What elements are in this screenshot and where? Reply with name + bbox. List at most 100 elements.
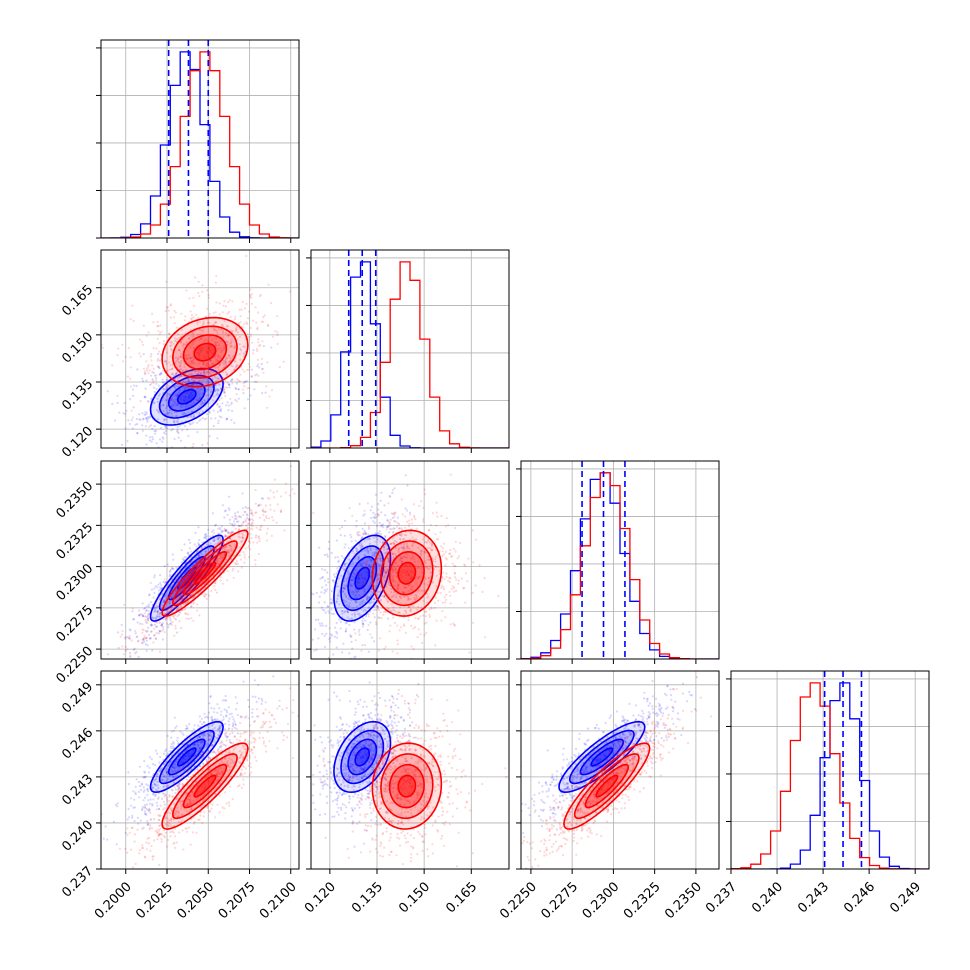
sample-point bbox=[239, 347, 242, 350]
sample-point bbox=[356, 589, 360, 593]
sample-point bbox=[204, 362, 208, 365]
sample-point bbox=[360, 537, 364, 540]
sample-point bbox=[332, 573, 336, 576]
sample-point bbox=[166, 611, 169, 615]
sample-point bbox=[259, 344, 262, 347]
sample-point bbox=[129, 318, 132, 321]
sample-point bbox=[184, 385, 187, 388]
sample-point bbox=[443, 542, 446, 545]
sample-point bbox=[167, 611, 170, 615]
sample-point bbox=[406, 570, 409, 574]
sample-point bbox=[214, 380, 217, 383]
sample-point bbox=[180, 591, 184, 594]
sample-point bbox=[231, 722, 235, 725]
sample-point bbox=[227, 301, 230, 304]
sample-point bbox=[360, 602, 364, 605]
sample-point bbox=[220, 556, 223, 559]
sample-point bbox=[128, 651, 132, 655]
sample-point bbox=[266, 323, 269, 326]
sample-point bbox=[326, 555, 329, 558]
sample-point bbox=[150, 398, 153, 401]
sample-point bbox=[224, 359, 227, 362]
sample-point bbox=[147, 799, 150, 802]
sample-point bbox=[217, 389, 220, 392]
sample-point bbox=[379, 534, 382, 537]
sample-point bbox=[358, 612, 361, 615]
sample-point bbox=[170, 596, 173, 599]
sample-point bbox=[153, 617, 156, 620]
sample-point bbox=[263, 510, 266, 513]
sample-point bbox=[242, 534, 245, 537]
sample-point bbox=[185, 396, 188, 399]
sample-point bbox=[267, 517, 271, 520]
sample-point bbox=[187, 617, 190, 620]
sample-point bbox=[171, 367, 174, 370]
sample-point bbox=[187, 396, 190, 400]
sample-point bbox=[97, 668, 99, 670]
sample-point bbox=[394, 610, 397, 613]
sample-point bbox=[162, 387, 165, 390]
sample-point bbox=[142, 638, 145, 642]
sample-point bbox=[161, 378, 164, 381]
sample-point bbox=[443, 553, 446, 556]
sample-point bbox=[207, 540, 210, 543]
sample-point bbox=[173, 337, 177, 340]
sample-point bbox=[388, 521, 391, 524]
sample-point bbox=[129, 654, 132, 657]
sample-point bbox=[233, 735, 236, 738]
sample-point bbox=[171, 607, 174, 610]
sample-point bbox=[151, 786, 154, 789]
sample-point bbox=[145, 450, 147, 452]
sample-point bbox=[213, 355, 217, 358]
sample-point bbox=[420, 606, 423, 609]
sample-point bbox=[198, 411, 201, 414]
sample-point bbox=[166, 386, 169, 389]
sample-point bbox=[139, 418, 142, 422]
sample-point bbox=[142, 637, 145, 641]
sample-point bbox=[192, 316, 195, 319]
sample-point bbox=[361, 600, 364, 604]
sample-point bbox=[226, 711, 229, 714]
sample-point bbox=[207, 381, 210, 384]
sample-point bbox=[392, 541, 395, 544]
sample-point bbox=[276, 331, 279, 334]
sample-point bbox=[237, 535, 240, 538]
sample-point bbox=[406, 545, 409, 548]
sample-point bbox=[228, 360, 231, 363]
density-fill bbox=[194, 562, 216, 584]
sample-point bbox=[203, 734, 207, 737]
sample-point bbox=[410, 570, 413, 573]
sample-point bbox=[394, 584, 397, 587]
sample-point bbox=[190, 560, 193, 563]
sample-point bbox=[232, 524, 235, 528]
sample-point bbox=[156, 397, 159, 400]
sample-point bbox=[124, 649, 127, 652]
sample-point bbox=[169, 622, 172, 625]
sample-point bbox=[372, 609, 375, 612]
sample-point bbox=[224, 360, 227, 363]
sample-point bbox=[218, 313, 221, 316]
sample-point bbox=[395, 525, 399, 528]
sample-point bbox=[191, 361, 194, 364]
sample-point bbox=[128, 637, 131, 641]
sample-point bbox=[423, 488, 426, 491]
sample-point bbox=[207, 293, 210, 297]
sample-point bbox=[186, 600, 190, 603]
sample-point bbox=[184, 343, 187, 346]
sample-point bbox=[220, 744, 223, 747]
sample-point bbox=[128, 422, 131, 426]
sample-point bbox=[129, 385, 132, 388]
sample-point bbox=[373, 554, 376, 557]
sample-point bbox=[182, 413, 185, 416]
sample-point bbox=[409, 532, 413, 535]
sample-point bbox=[364, 583, 367, 586]
sample-point bbox=[156, 454, 158, 456]
sample-point bbox=[165, 385, 168, 388]
sample-point bbox=[145, 412, 148, 415]
sample-point bbox=[412, 605, 415, 608]
sample-point bbox=[132, 648, 135, 652]
sample-point bbox=[166, 306, 169, 309]
sample-point bbox=[195, 381, 198, 384]
sample-point bbox=[358, 534, 361, 537]
